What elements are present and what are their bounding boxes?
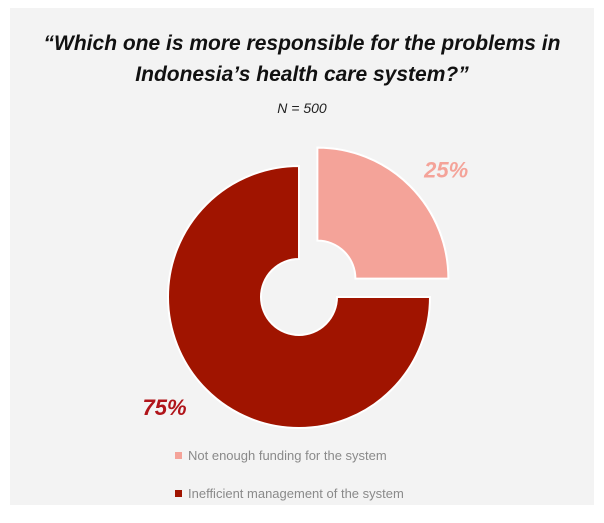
legend-item-management: Inefficient management of the system bbox=[175, 485, 404, 501]
pie-slice-0 bbox=[316, 146, 450, 280]
chart-title: “Which one is more responsible for the p… bbox=[43, 32, 561, 86]
legend-label-management: Inefficient management of the system bbox=[188, 485, 404, 501]
pie-label-1: 75% bbox=[143, 395, 187, 420]
legend-swatch-funding bbox=[175, 451, 182, 459]
legend-label-funding: Not enough funding for the system bbox=[188, 447, 387, 463]
chart-subtitle: N = 500 bbox=[277, 100, 327, 116]
pie-slice-1 bbox=[167, 164, 432, 429]
pie-label-0: 25% bbox=[423, 158, 468, 183]
legend-swatch-management bbox=[175, 489, 182, 497]
legend-item-funding: Not enough funding for the system bbox=[175, 447, 404, 463]
chart-legend: Not enough funding for the system Ineffi… bbox=[175, 447, 404, 523]
